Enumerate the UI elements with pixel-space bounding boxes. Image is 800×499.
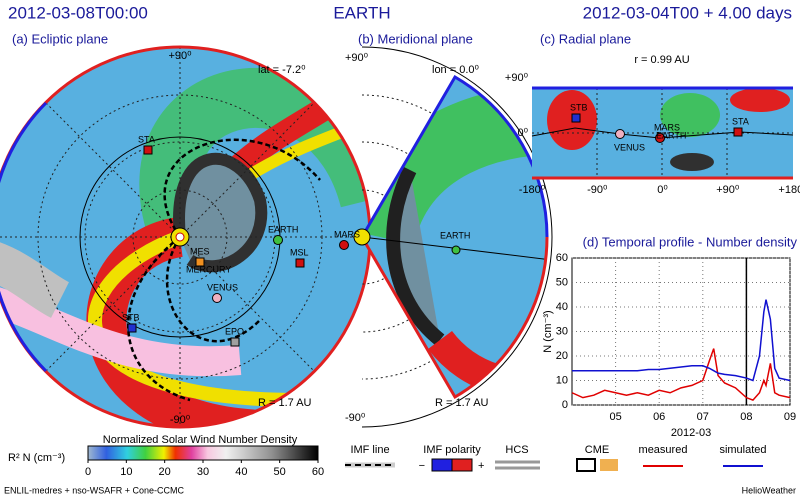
radius-label: R = 1.7 AU xyxy=(435,397,489,409)
x-tick-label: 07 xyxy=(697,411,709,423)
body-label: VENUS xyxy=(207,282,238,292)
footer-label: HelioWeather xyxy=(742,485,796,495)
y-tick-label: 30 xyxy=(556,325,568,337)
y-tick-label: 10 xyxy=(556,374,568,386)
body-label: STA xyxy=(732,116,749,126)
x-tick-label: 05 xyxy=(609,411,621,423)
legend-symbols xyxy=(345,458,618,472)
x-tick-label: +90⁰ xyxy=(716,184,740,196)
body-marker xyxy=(733,127,743,137)
body-label: MARS xyxy=(654,122,680,132)
body-marker xyxy=(143,145,153,155)
panel-title: (a) Ecliptic plane xyxy=(12,31,108,46)
body-marker xyxy=(571,113,581,123)
body-label: STB xyxy=(570,102,588,112)
x-tick-label: -90⁰ xyxy=(587,184,608,196)
axis-label: +90⁰ xyxy=(168,50,192,62)
x-tick-label: 08 xyxy=(740,411,752,423)
body-label: MERCURY xyxy=(186,264,231,274)
body-marker xyxy=(273,235,283,245)
chart-title: (d) Temporal profile - Number density xyxy=(583,234,798,249)
body-label: EARTH xyxy=(440,230,470,240)
colorbar xyxy=(87,445,319,461)
colorbar-tick-label: 30 xyxy=(197,466,209,478)
legend-label: IMF polarity xyxy=(423,444,481,456)
legend-label: IMF line xyxy=(350,444,389,456)
x-tick-label: +180⁰ xyxy=(778,184,800,196)
body-label: MARS xyxy=(334,229,360,239)
axis-label: -90⁰ xyxy=(170,414,191,426)
axis-label: -90⁰ xyxy=(345,412,366,424)
radius-label: R = 1.7 AU xyxy=(258,397,312,409)
body-marker xyxy=(212,293,222,303)
legend-label: − xyxy=(419,460,425,472)
x-tick-label: 09 xyxy=(784,411,796,423)
body-marker xyxy=(127,323,137,333)
body-label: EARTH xyxy=(268,224,298,234)
body-marker xyxy=(339,240,349,250)
colorbar-tick-label: 20 xyxy=(159,466,171,478)
x-tick-label: 0⁰ xyxy=(657,184,668,196)
footer-label: ENLIL-medres + nso-WSAFR + Cone-CCMC xyxy=(4,485,185,495)
body-label: MSL xyxy=(290,247,309,257)
legend-label: measured xyxy=(639,444,688,456)
colorbar-tick-label: 50 xyxy=(274,466,286,478)
y-tick-label: 20 xyxy=(556,350,568,362)
x-tick-label: -180⁰ xyxy=(519,184,546,196)
y-tick-label: 60 xyxy=(556,252,568,264)
colorbar-tick-label: 10 xyxy=(120,466,132,478)
body-marker xyxy=(655,133,665,143)
ecliptic-map xyxy=(0,47,370,427)
series-line xyxy=(572,299,791,382)
y-tick-label: +90⁰ xyxy=(505,72,529,84)
legend-label: CME xyxy=(585,444,609,456)
series-line xyxy=(571,348,791,401)
body-label: MES xyxy=(190,246,210,256)
time-label: 2012-03-08T00:00 xyxy=(8,3,148,22)
colorbar-tick-label: 40 xyxy=(235,466,247,478)
y-tick-label: 0 xyxy=(562,399,568,411)
lat-label: lat = -7.2⁰ xyxy=(258,64,306,76)
axis-label: +90⁰ xyxy=(345,52,369,64)
body-marker xyxy=(230,337,240,347)
y-tick-label: 40 xyxy=(556,301,568,313)
colorbar-title: Normalized Solar Wind Number Density xyxy=(103,434,298,446)
body-marker xyxy=(615,129,625,139)
run-label: 2012-03-04T00 + 4.00 days xyxy=(583,3,792,22)
colorbar-unit: R² N (cm⁻³) xyxy=(8,452,65,464)
body-label: VENUS xyxy=(614,142,645,152)
legend-label: simulated xyxy=(719,444,766,456)
y-tick-label: 50 xyxy=(556,276,568,288)
target-label: EARTH xyxy=(333,3,390,22)
body-marker xyxy=(295,258,305,268)
x-axis-label: 2012-03 xyxy=(671,427,711,439)
body-label: STA xyxy=(138,134,155,144)
panel-title: (b) Meridional plane xyxy=(358,31,473,46)
colorbar-tick-label: 0 xyxy=(85,466,91,478)
colorbar-tick-label: 60 xyxy=(312,466,324,478)
panel-title: (c) Radial plane xyxy=(540,31,631,46)
body-label: STB xyxy=(122,312,140,322)
body-label: EARTH xyxy=(656,130,686,140)
legend-label: + xyxy=(478,460,484,472)
y-tick-label: 0⁰ xyxy=(517,127,528,139)
y-axis-label: N (cm⁻³) xyxy=(542,310,554,352)
radius-label: r = 0.99 AU xyxy=(634,54,689,66)
lon-label: lon = 0.0⁰ xyxy=(432,64,480,76)
legend-label: HCS xyxy=(505,444,528,456)
body-label: EPO xyxy=(225,326,244,336)
radial-map xyxy=(531,86,794,180)
x-tick-label: 06 xyxy=(653,411,665,423)
body-marker xyxy=(195,257,205,267)
